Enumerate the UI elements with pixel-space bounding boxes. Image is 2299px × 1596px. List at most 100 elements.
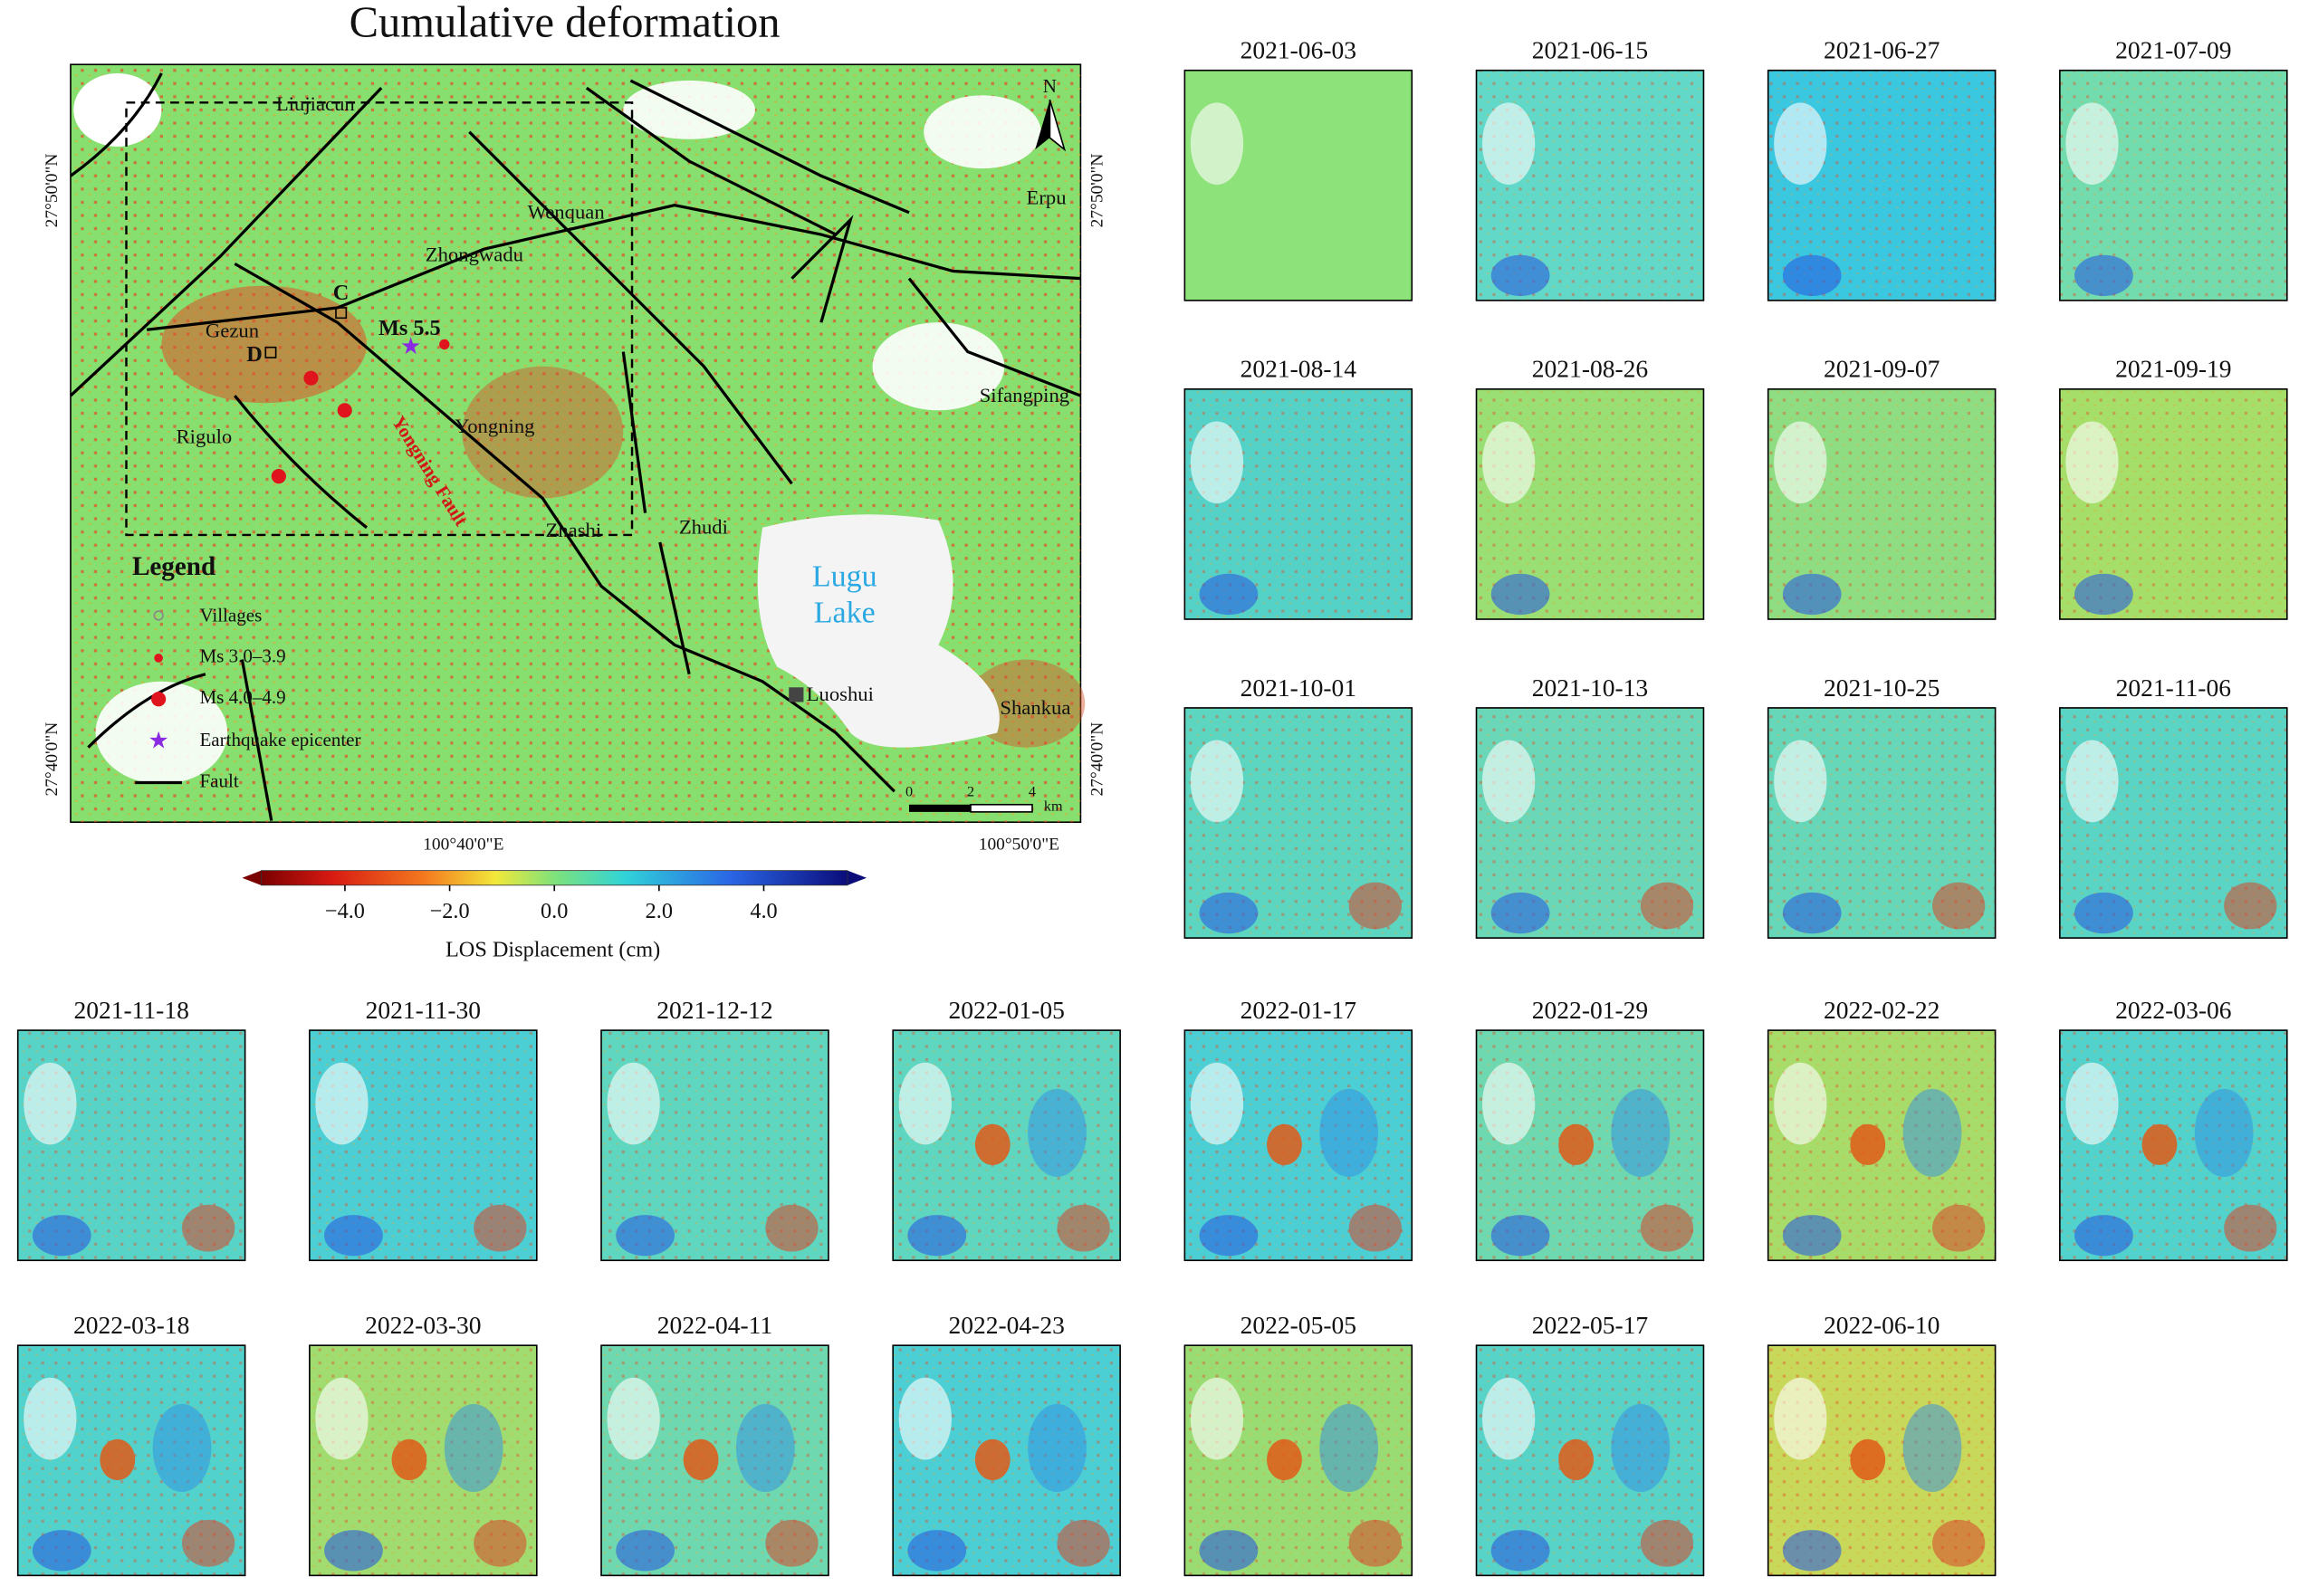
panel-blob — [683, 1438, 719, 1481]
panel-blob — [735, 1403, 795, 1493]
scale-bar — [908, 804, 971, 812]
lat-label: 27°50'0"N — [1087, 154, 1106, 228]
panel-blob — [1490, 254, 1550, 297]
legend-symbol: ★ — [148, 728, 169, 754]
colorbar-tick-label: 0.0 — [541, 899, 568, 923]
panel-blob — [765, 1204, 819, 1252]
panel-nodata — [1481, 421, 1536, 504]
panel-blob — [1640, 882, 1694, 930]
panel-blob — [391, 1438, 427, 1481]
panel-title: 2022-06-10 — [1824, 1311, 1940, 1339]
panel-frame — [600, 1029, 829, 1262]
panel-blob — [2074, 254, 2133, 297]
panel-blob — [182, 1204, 235, 1252]
panel-frame — [1767, 1029, 1997, 1262]
colorbar-tick-label: −4.0 — [325, 899, 365, 923]
place: Sifangping — [980, 384, 1069, 406]
panel-frame — [892, 1029, 1121, 1262]
panel-title: 2022-04-11 — [657, 1311, 772, 1339]
panel-nodata — [1774, 740, 1827, 823]
panel-nodata — [1481, 102, 1536, 185]
panel-blob — [1611, 1403, 1671, 1493]
panel-blob — [1490, 892, 1550, 934]
panel-title: 2022-01-05 — [948, 996, 1064, 1024]
panel-frame — [1767, 69, 1997, 301]
panel-blob — [616, 1215, 675, 1257]
panel-title: 2021-06-27 — [1824, 36, 1940, 64]
panel-blob — [1902, 1403, 1962, 1493]
panel-blob — [2074, 892, 2133, 934]
panel-blob — [1490, 1215, 1550, 1257]
panel-nodata — [24, 1377, 77, 1460]
panel-blob — [1348, 1519, 1402, 1567]
panel-blob — [1267, 1123, 1302, 1166]
panel-title: 2021-10-13 — [1532, 674, 1648, 702]
panel-nodata — [2065, 1062, 2119, 1145]
panel-title: 2021-11-18 — [73, 996, 188, 1024]
panel-frame — [1767, 1344, 1997, 1577]
panel-blob — [474, 1519, 527, 1567]
title: Cumulative deformation — [350, 0, 781, 46]
map: Liujiacun Wenquan Erpu Zhongwadu Gezun R… — [43, 63, 1106, 855]
place-labels: Liujiacun Wenquan Erpu Zhongwadu Gezun R… — [177, 92, 1071, 719]
panel-nodata — [1190, 740, 1244, 823]
panel-frame — [1475, 1029, 1705, 1262]
panel-blob — [1057, 1519, 1110, 1567]
panel-title: 2021-10-01 — [1241, 674, 1356, 702]
legend-item: Fault — [199, 769, 238, 791]
panel-frame — [309, 1344, 538, 1577]
scale-label: 2 — [967, 785, 974, 800]
lon-label: 100°50'0"E — [979, 836, 1059, 855]
no-data — [73, 72, 162, 147]
panels: 2021-06-03 2021-06-15 2021-06-27 2021-07-09… — [16, 36, 2288, 1577]
panel-blob — [907, 1530, 967, 1572]
site-label: C — [333, 281, 350, 305]
panel-frame — [600, 1344, 829, 1577]
legend-title: Legend — [132, 552, 216, 581]
colorbar-end — [848, 870, 867, 885]
panel-title: 2021-11-06 — [2116, 674, 2231, 702]
panel-nodata — [2065, 740, 2119, 823]
panel-frame — [1475, 1344, 1705, 1577]
panel-blob — [2074, 1215, 2133, 1257]
panel-blob — [1348, 882, 1402, 930]
panel-title: 2022-03-30 — [365, 1311, 481, 1339]
panel-blob — [1490, 1530, 1550, 1572]
panel-frame — [892, 1344, 1121, 1577]
colorbar-tick-label: −2.0 — [430, 899, 470, 923]
panel-blob — [1348, 1204, 1402, 1252]
place: Erpu — [1027, 186, 1067, 208]
panel-frame — [1767, 388, 1997, 620]
lat-label: 27°40'0"N — [43, 722, 62, 797]
legend-symbol — [153, 610, 164, 621]
panel-title: 2022-05-17 — [1532, 1311, 1648, 1339]
panel-blob — [1558, 1123, 1595, 1166]
panel-title: 2022-02-22 — [1824, 996, 1940, 1024]
panel-nodata — [898, 1377, 952, 1460]
panel-blob — [1932, 1519, 1986, 1567]
colorbar-body — [261, 870, 848, 886]
panel-nodata — [1774, 1377, 1827, 1460]
panel-blob — [2224, 882, 2277, 930]
panel-frame — [1183, 388, 1413, 620]
panel-frame — [2059, 69, 2288, 301]
panel-blob — [1490, 573, 1550, 616]
place: Zhudi — [679, 516, 728, 539]
panel-nodata — [315, 1377, 369, 1460]
panel-blob — [324, 1215, 383, 1257]
legend-item: Villages — [199, 604, 262, 626]
panel-blob — [1850, 1123, 1886, 1166]
panel-nodata — [24, 1062, 77, 1145]
panel-title: 2021-10-25 — [1824, 674, 1940, 702]
panel-frame — [1767, 707, 1997, 939]
colorbar-tick-label: 2.0 — [646, 899, 673, 923]
panel-frame — [1183, 69, 1413, 301]
panel-title: 2021-09-07 — [1824, 355, 1940, 383]
panel-blob — [324, 1530, 383, 1572]
panel-blob — [2194, 1088, 2254, 1177]
town-marker — [789, 687, 804, 702]
panel-nodata — [2065, 102, 2119, 185]
study-area — [125, 101, 634, 537]
panel-nodata — [315, 1062, 369, 1145]
